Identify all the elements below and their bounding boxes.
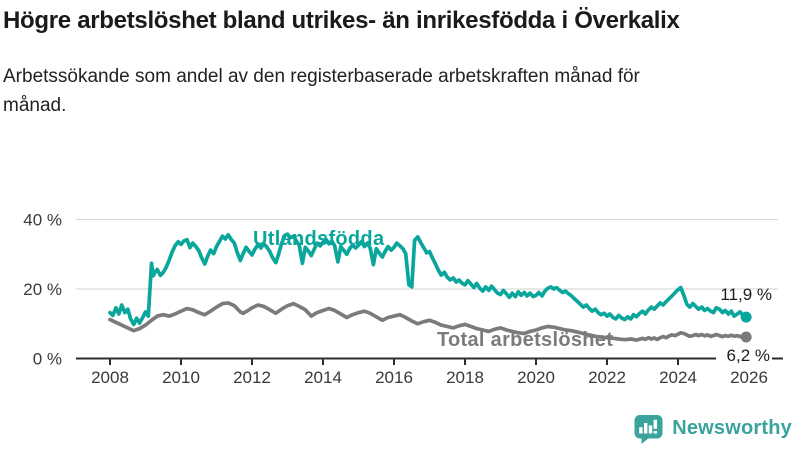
series-label: Utlandsfödda: [253, 228, 385, 250]
y-axis-tick-label: 20 %: [23, 280, 62, 299]
x-axis-tick-label: 2026: [730, 368, 768, 387]
x-axis-tick-label: 2024: [659, 368, 697, 387]
chart-title: Högre arbetslöshet bland utrikes- än inr…: [3, 7, 680, 34]
series-end-dot-total-arbetsl-shet: [740, 331, 752, 343]
x-axis-tick-label: 2008: [91, 368, 129, 387]
end-value-label-total: 6,2 %: [727, 346, 770, 365]
end-value-label-utlandsfodda: 11,9 %: [720, 285, 772, 304]
line-chart: 0 % 20 % 40 % 2008 2010 2012 2014 2016 2018 2020 2…: [23, 211, 783, 387]
x-axis-tick-label: 2022: [588, 368, 626, 387]
series-end-dot-utlandsf-dda: [740, 311, 752, 323]
x-axis-tick-label: 2020: [517, 368, 555, 387]
newsworthy-logo-text: Newsworthy: [672, 417, 792, 439]
chart-subtitle: Arbetssökande som andel av den registerb…: [3, 66, 640, 116]
series-line-utlandsf-dda: [108, 232, 749, 327]
newsworthy-logo[interactable]: Newsworthy: [632, 412, 792, 445]
x-axis-tick-label: 2012: [233, 368, 271, 387]
x-axis-tick-label: 2016: [375, 368, 413, 387]
x-axis-tick-label: 2018: [446, 368, 484, 387]
series-label: Total arbetslöshet: [437, 329, 613, 351]
bar-chart-speech-bubble-icon: [634, 415, 663, 444]
y-axis-tick-label: 0 %: [33, 350, 62, 369]
x-axis-tick-label: 2014: [304, 368, 342, 387]
series-line-total-arbetsl-shet: [108, 301, 749, 342]
chart-header: Högre arbetslöshet bland utrikes- än inr…: [3, 2, 797, 120]
annotation-backplate: [716, 343, 772, 366]
y-axis-tick-label: 40 %: [23, 211, 62, 230]
x-axis-tick-label: 2010: [162, 368, 200, 387]
